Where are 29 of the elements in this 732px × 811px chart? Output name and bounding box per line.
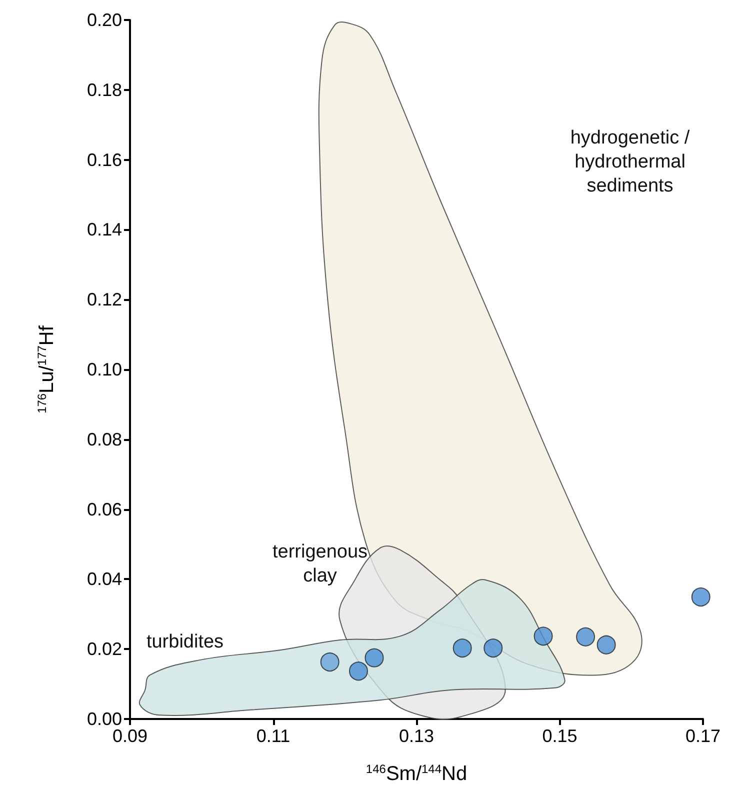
y-tick-label: 0.04 bbox=[86, 569, 122, 590]
y-tick-label: 0.06 bbox=[86, 499, 122, 520]
y-tick-label: 0.12 bbox=[86, 290, 122, 310]
y-tick-label: 0.16 bbox=[86, 150, 122, 170]
point bbox=[364, 648, 384, 668]
y-axis-title: 176Lu/177Hf bbox=[35, 325, 58, 414]
x-tick-label: 0.15 bbox=[542, 726, 578, 746]
point bbox=[484, 638, 503, 658]
y-tick-label: 0.00 bbox=[86, 709, 122, 729]
point bbox=[320, 652, 340, 672]
y-tick-label: 0.08 bbox=[86, 429, 122, 450]
y-tick-label: 0.10 bbox=[86, 360, 122, 380]
annotation: hydrogenetic / hydrothermal sediments bbox=[570, 128, 690, 196]
annotation: terrigenous clay bbox=[272, 542, 368, 586]
point bbox=[452, 638, 472, 658]
point bbox=[534, 626, 553, 646]
annotation: turbidites bbox=[146, 632, 224, 652]
y-tick-label: 0.14 bbox=[86, 220, 122, 240]
point bbox=[349, 662, 368, 681]
x-tick-label: 0.09 bbox=[112, 726, 148, 746]
y-tick-label: 0.02 bbox=[86, 639, 122, 660]
point bbox=[596, 635, 616, 654]
point bbox=[576, 627, 596, 646]
x-tick-label: 0.11 bbox=[256, 726, 290, 746]
y-tick-label: 0.18 bbox=[86, 80, 122, 100]
x-tick-label: 0.17 bbox=[685, 726, 721, 746]
point bbox=[691, 588, 710, 607]
x-tick-label: 0.13 bbox=[398, 726, 434, 746]
y-tick-label: 0.20 bbox=[86, 10, 122, 30]
